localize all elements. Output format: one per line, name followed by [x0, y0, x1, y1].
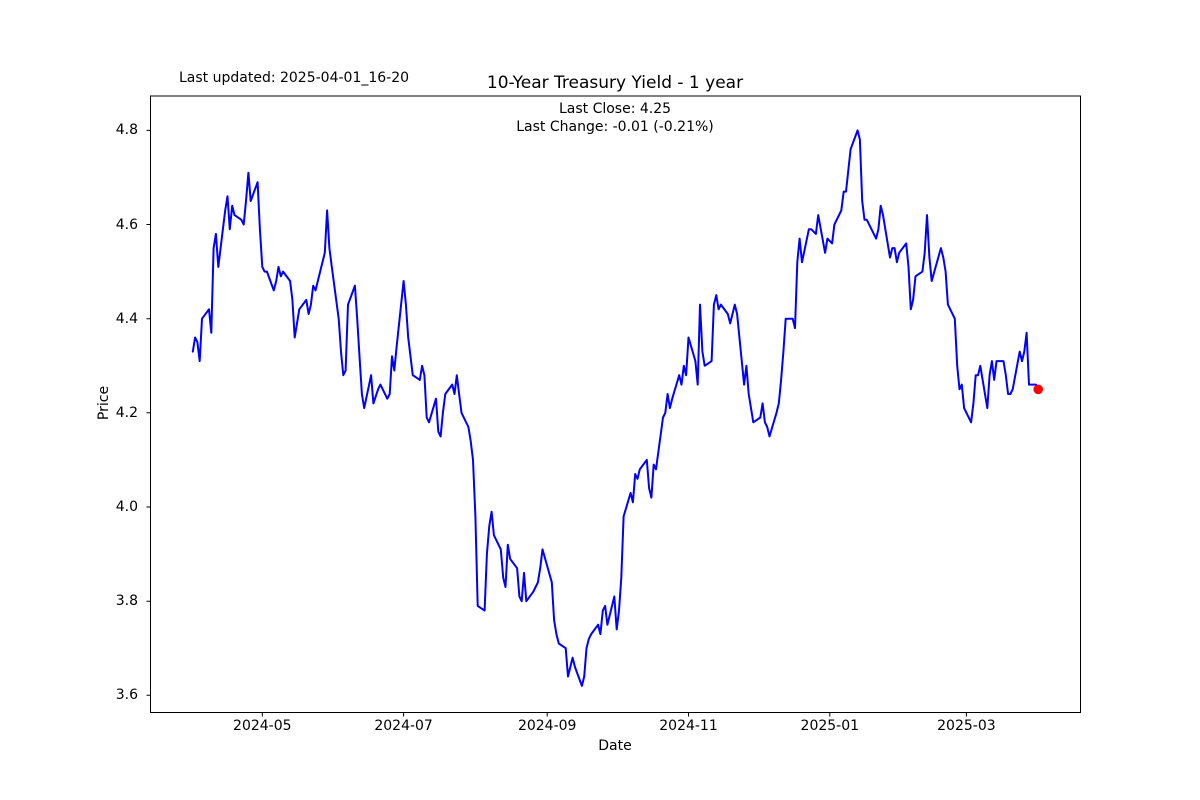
y-tick-label: 4.6	[115, 216, 138, 233]
plot-area	[150, 95, 1081, 713]
y-tick-label: 4.4	[115, 310, 138, 327]
yield-line	[191, 129, 1040, 687]
last-close-text: Last Close: 4.25	[558, 101, 672, 117]
x-tick-label: 2024-11	[659, 718, 718, 734]
x-axis-label: Date	[598, 738, 632, 754]
y-tick-label: 3.8	[115, 593, 138, 610]
axis-tick-marks	[146, 129, 967, 717]
chart-subtitle: Last Close: 4.25 Last Change: -0.01 (-0.…	[150, 100, 1080, 136]
chart-title: 10-Year Treasury Yield - 1 year	[486, 73, 744, 93]
last-change-text: Last Change: -0.01 (-0.21%)	[516, 119, 714, 135]
y-tick-label: 3.6	[115, 687, 138, 704]
x-tick-label: 2025-03	[937, 718, 996, 734]
y-tick-label: 4.0	[115, 499, 138, 515]
x-tick-label: 2024-05	[233, 718, 292, 734]
y-tick-label: 4.2	[115, 404, 138, 421]
x-tick-label: 2024-07	[374, 718, 433, 734]
x-tick-label: 2025-01	[800, 718, 860, 734]
last-close-marker	[1033, 384, 1043, 395]
x-tick-label: 2024-09	[517, 718, 577, 734]
last-updated-annotation: Last updated: 2025-04-01_16-20	[179, 70, 410, 86]
y-tick-label: 4.8	[115, 122, 138, 139]
